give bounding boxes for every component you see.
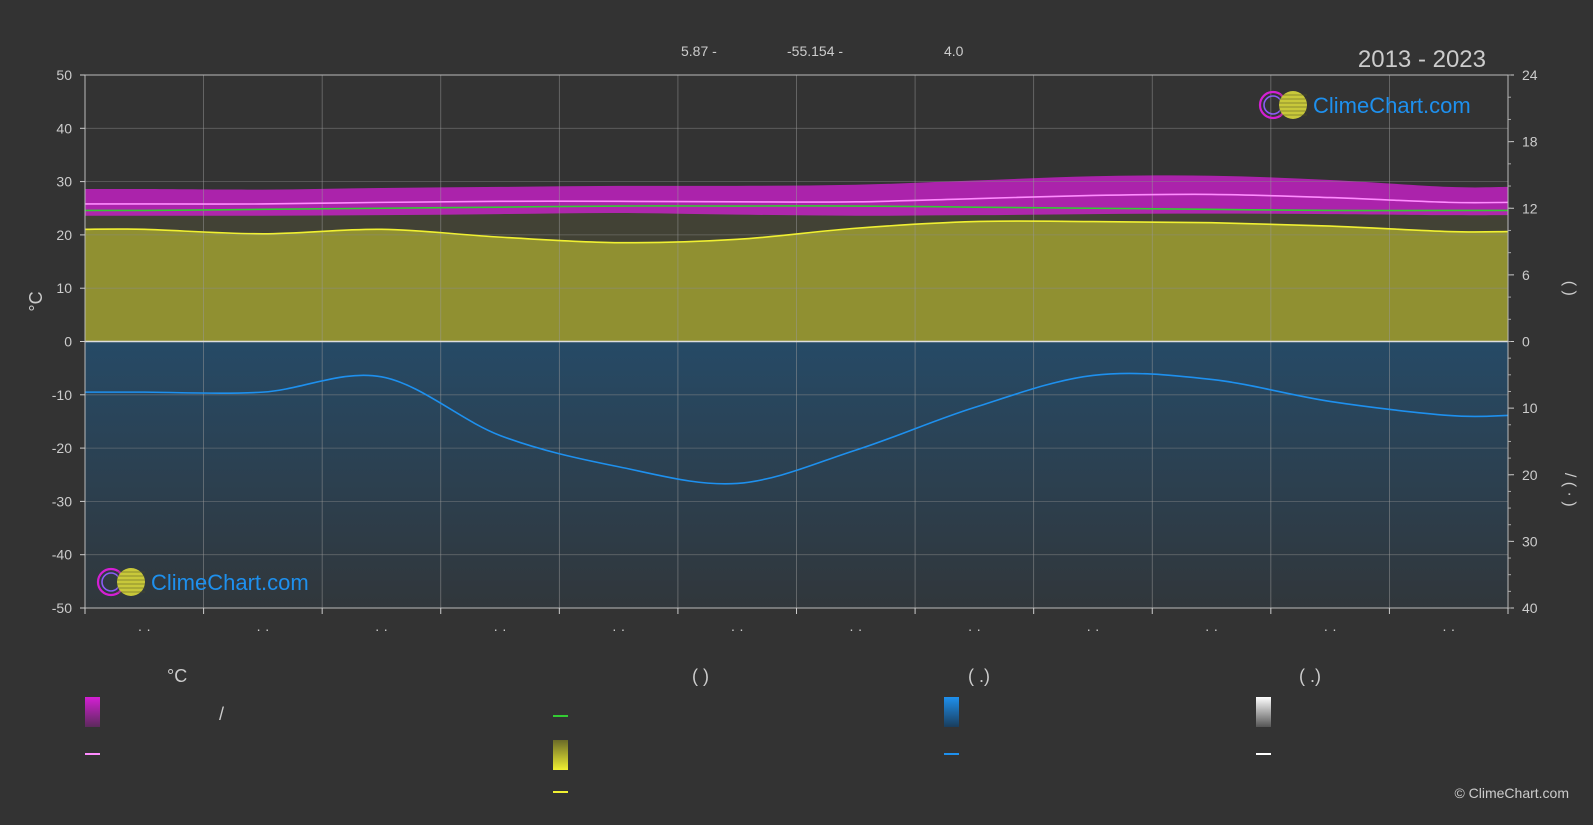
left-axis-tick-label: -20 (52, 440, 72, 456)
legend-temperature-title: °C (167, 666, 188, 686)
right-axis-top-tick-label: 24 (1522, 67, 1538, 83)
right-axis-top-tick-label: 18 (1522, 134, 1538, 150)
legend-sunshine-line (553, 791, 568, 793)
x-axis-tick-label: · · (375, 621, 388, 637)
right-axis-top-tick-label: 12 (1522, 200, 1538, 216)
x-axis-tick-label: · · (731, 621, 744, 637)
copyright-text: © ClimeChart.com (1454, 785, 1569, 801)
elevation-label: 4.0 (944, 43, 964, 59)
x-axis-tick-label: · · (612, 621, 625, 637)
x-axis-tick-label: · · (849, 621, 862, 637)
left-axis-tick-label: 40 (56, 120, 72, 136)
legend-rain-title: ( .) (968, 666, 990, 686)
logo-sun-icon (117, 568, 145, 596)
right-axis-bottom-tick-label: 10 (1522, 400, 1538, 416)
legend-sunshine-swatch (553, 740, 568, 770)
left-axis-tick-label: -10 (52, 387, 72, 403)
logo-text: ClimeChart.com (1313, 93, 1471, 118)
legend-daylight-line (553, 715, 568, 717)
legend-snow-swatch (1256, 697, 1271, 727)
right-axis-bottom-tick-label: 20 (1522, 467, 1538, 483)
period-label: 2013 - 2023 (1357, 46, 1486, 73)
left-axis-tick-label: -30 (52, 493, 72, 509)
x-axis-tick-label: · · (968, 621, 981, 637)
x-axis-tick-label: · · (1324, 621, 1337, 637)
left-axis-tick-label: 20 (56, 227, 72, 243)
right-axis-top-title: ( ) (1561, 281, 1578, 296)
x-axis-tick-label: · · (1086, 621, 1099, 637)
daylight-line (84, 205, 1508, 212)
sunshine-line (84, 220, 1509, 244)
left-axis-tick-label: -50 (52, 600, 72, 616)
x-axis-tick-label: · · (1442, 621, 1455, 637)
left-axis-tick-label: 0 (64, 334, 72, 350)
logo-sun-icon (1279, 91, 1307, 119)
legend-mean-temp-line (85, 753, 100, 755)
legend-temp-range-swatch (85, 697, 100, 727)
right-axis-top-tick-label: 0 (1522, 334, 1530, 350)
right-axis-bottom-tick-label: 40 (1522, 600, 1538, 616)
x-axis-tick-label: · · (1205, 621, 1218, 637)
legend-snow-line (1256, 753, 1271, 755)
x-axis-tick-label: · · (256, 621, 269, 637)
left-axis-tick-label: -40 (52, 547, 72, 563)
legend-snow-title: ( .) (1299, 666, 1321, 686)
left-axis-tick-label: 50 (56, 67, 72, 83)
right-axis-bottom-title: / ( · ) (1561, 473, 1578, 507)
left-axis-title: °C (26, 291, 46, 311)
logo-top-right: ClimeChart.com (1258, 90, 1471, 120)
legend-sun-title: ( ) (692, 666, 709, 686)
legend-temp-range-label: / (219, 704, 225, 724)
x-axis-tick-label: · · (493, 621, 506, 637)
x-axis-tick-label: · · (138, 621, 151, 637)
logo-bottom-left: ClimeChart.com (96, 567, 309, 597)
right-axis-top-tick-label: 6 (1522, 267, 1530, 283)
latitude-label: 5.87 - (681, 43, 717, 59)
left-axis-tick-label: 10 (56, 280, 72, 296)
right-axis-bottom-tick-label: 30 (1522, 533, 1538, 549)
precipitation-line (84, 372, 1509, 485)
mean-temperature-line (85, 193, 1509, 205)
logo-text: ClimeChart.com (151, 570, 309, 595)
legend-rain-line (944, 753, 959, 755)
longitude-label: -55.154 - (787, 43, 844, 59)
legend-rain-swatch (944, 697, 959, 727)
left-axis-tick-label: 30 (56, 174, 72, 190)
